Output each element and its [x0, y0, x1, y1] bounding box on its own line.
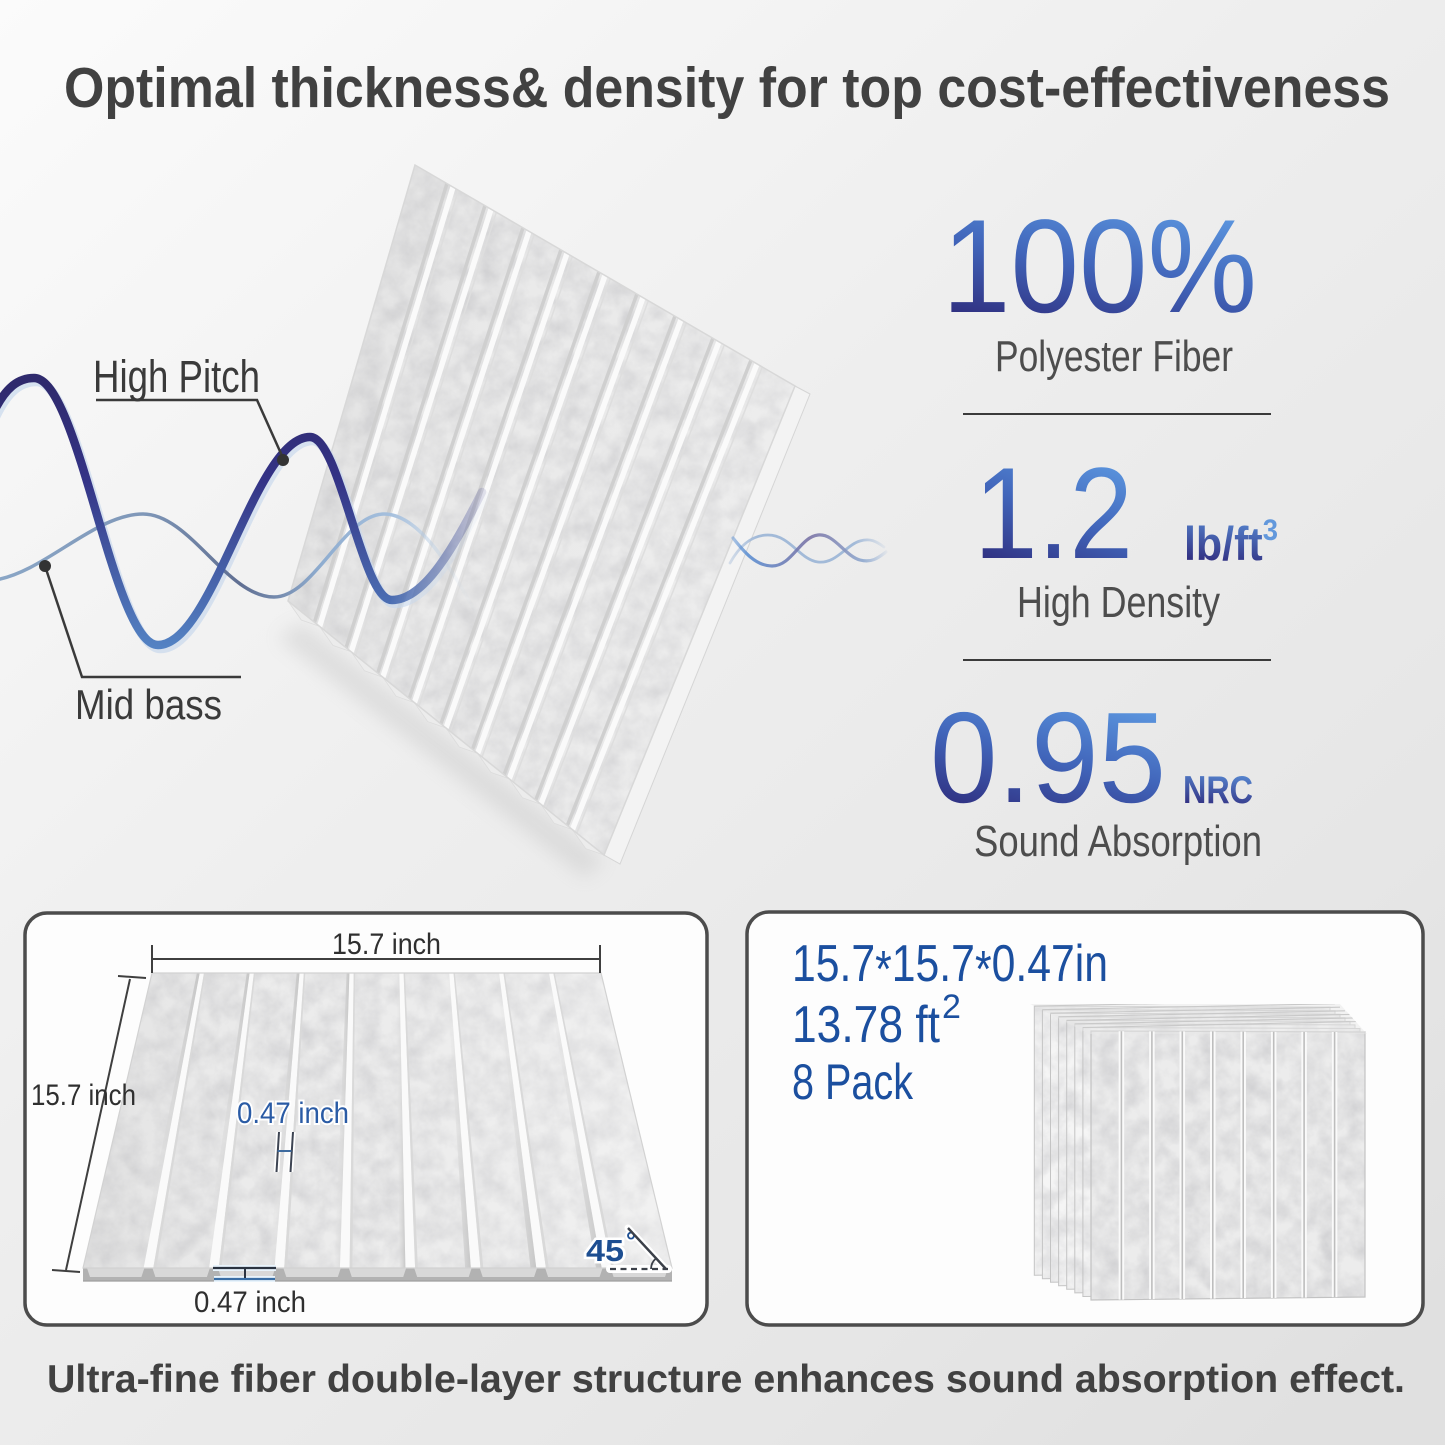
svg-text:Polyester Fiber: Polyester Fiber	[995, 332, 1233, 381]
svg-text:°: °	[626, 1227, 636, 1255]
svg-text:8 Pack: 8 Pack	[792, 1054, 914, 1110]
svg-text:0.47 inch: 0.47 inch	[194, 1286, 306, 1319]
svg-text:Optimal thickness& density for: Optimal thickness& density for top cost-…	[64, 56, 1390, 120]
svg-text:100%: 100%	[942, 193, 1257, 341]
svg-text:1.2: 1.2	[974, 440, 1133, 586]
svg-text:NRC: NRC	[1183, 769, 1253, 812]
svg-text:High Pitch: High Pitch	[93, 351, 260, 402]
svg-text:lb/ft3: lb/ft3	[1184, 514, 1278, 570]
svg-text:15.7 inch: 15.7 inch	[31, 1079, 136, 1112]
svg-text:0.95: 0.95	[930, 686, 1166, 830]
svg-text:15.7 inch: 15.7 inch	[332, 928, 441, 961]
svg-text:Mid bass: Mid bass	[75, 681, 222, 728]
svg-text:2: 2	[942, 988, 961, 1026]
svg-text:15.7*15.7*0.47in: 15.7*15.7*0.47in	[792, 935, 1108, 999]
svg-text:13.78 ft: 13.78 ft	[792, 996, 940, 1054]
svg-text:Sound Absorption: Sound Absorption	[974, 817, 1262, 866]
svg-text:45: 45	[586, 1233, 624, 1268]
svg-text:High Density: High Density	[1017, 578, 1220, 627]
svg-text:Ultra-fine fiber double-layer: Ultra-fine fiber double-layer structure …	[47, 1358, 1405, 1401]
svg-text:0.47 inch: 0.47 inch	[237, 1097, 349, 1130]
